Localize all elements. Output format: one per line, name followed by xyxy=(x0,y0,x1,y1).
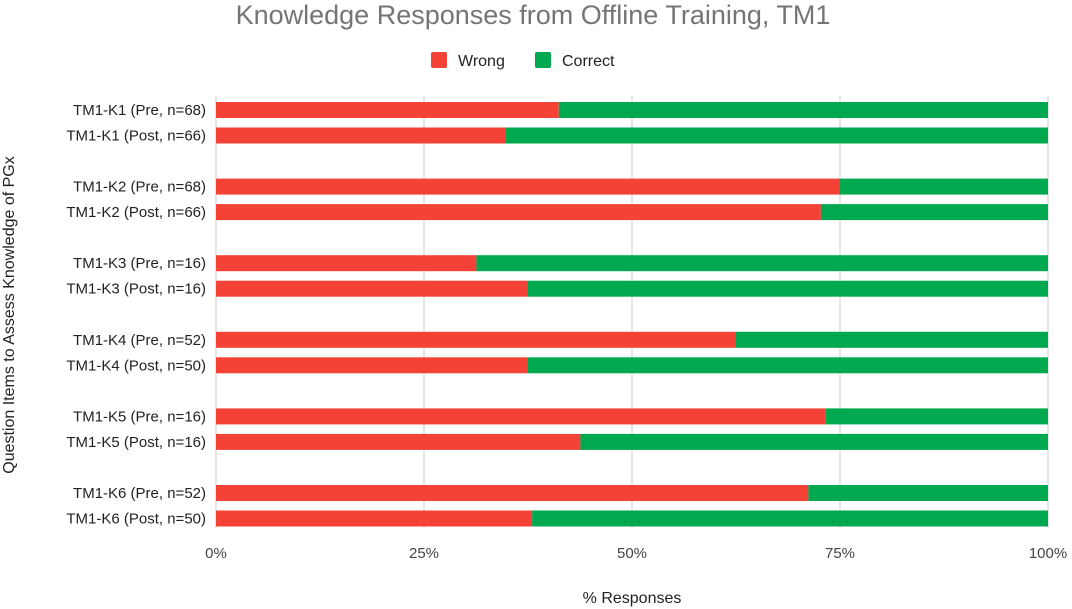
bar-correct xyxy=(808,485,1048,501)
bar-correct xyxy=(476,255,1048,272)
bar-correct xyxy=(820,204,1048,221)
y-axis-title: Question Items to Assess Knowledge of PG… xyxy=(1,156,18,474)
bar-wrong xyxy=(216,485,809,501)
category-label: TM1-K5 (Post, n=16) xyxy=(66,434,206,451)
bar-wrong xyxy=(216,357,528,374)
bar-correct xyxy=(825,408,1048,425)
bar-wrong xyxy=(216,331,736,348)
legend-swatch-wrong xyxy=(431,52,447,68)
bar-correct xyxy=(505,127,1048,144)
chart-title: Knowledge Responses from Offline Trainin… xyxy=(236,0,831,30)
x-tick-label: 0% xyxy=(205,545,227,562)
category-label: TM1-K4 (Pre, n=52) xyxy=(73,332,206,349)
category-label: TM1-K5 (Pre, n=16) xyxy=(73,408,206,425)
bar-wrong xyxy=(216,408,826,425)
category-label: TM1-K1 (Post, n=66) xyxy=(66,128,206,145)
bar-correct xyxy=(558,102,1048,118)
category-label: TM1-K4 (Post, n=50) xyxy=(66,357,206,374)
x-tick-label: 50% xyxy=(617,545,647,562)
x-tick-label: 75% xyxy=(825,545,855,562)
bar-correct xyxy=(528,357,1048,374)
category-label: TM1-K1 (Pre, n=68) xyxy=(73,102,206,119)
x-axis-title: % Responses xyxy=(583,590,682,607)
bar-correct xyxy=(532,510,1048,527)
bar-wrong xyxy=(216,127,506,144)
category-labels: TM1-K1 (Pre, n=68) TM1-K1 (Post, n=66) TM1… xyxy=(66,102,206,528)
legend: Wrong Correct xyxy=(431,52,615,70)
gridlines xyxy=(215,96,1049,528)
category-label: TM1-K2 (Pre, n=68) xyxy=(73,179,206,196)
x-tick-label: 25% xyxy=(409,545,439,562)
bar-wrong xyxy=(216,510,533,527)
x-tick-label: 100% xyxy=(1029,545,1067,562)
bar-correct xyxy=(840,178,1048,195)
bar-correct xyxy=(580,433,1048,450)
category-label: TM1-K3 (Pre, n=16) xyxy=(73,255,206,272)
bar-wrong xyxy=(216,280,528,297)
bar-wrong xyxy=(216,204,821,221)
category-label: TM1-K2 (Post, n=66) xyxy=(66,204,206,221)
legend-label-correct: Correct xyxy=(562,53,615,70)
bar-wrong xyxy=(216,255,477,272)
bar-correct xyxy=(528,280,1048,297)
bar-wrong xyxy=(216,178,840,195)
legend-swatch-correct xyxy=(535,52,551,68)
bars xyxy=(216,102,1048,527)
x-tick-labels: 0% 25% 50% 75% 100% xyxy=(205,545,1067,562)
category-label: TM1-K3 (Post, n=16) xyxy=(66,281,206,298)
bar-wrong xyxy=(216,102,559,118)
bar-wrong xyxy=(216,433,581,450)
bar-correct xyxy=(736,331,1048,348)
legend-label-wrong: Wrong xyxy=(458,53,505,70)
category-label: TM1-K6 (Pre, n=52) xyxy=(73,485,206,502)
category-label: TM1-K6 (Post, n=50) xyxy=(66,511,206,528)
